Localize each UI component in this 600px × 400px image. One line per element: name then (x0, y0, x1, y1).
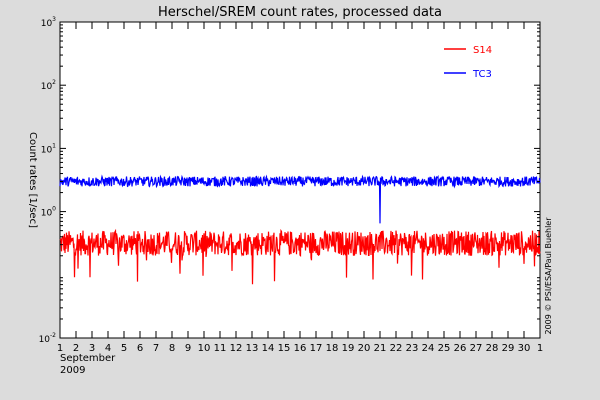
series-line-s14 (59, 228, 541, 285)
x-tick-label: 30 (518, 343, 531, 354)
legend-label-s14: S14 (473, 45, 492, 56)
x-tick-label: 7 (153, 343, 159, 354)
x-tick-label: 21 (374, 343, 387, 354)
y-tick-label: 101 (41, 142, 56, 155)
x-tick-label: 16 (294, 343, 307, 354)
x-tick-label: 26 (454, 343, 467, 354)
y-axis-label: Count rates [1/sec] (27, 132, 38, 228)
y-axis-ticks: 103 102 101 100 10-2 (39, 16, 540, 345)
x-tick-label: 17 (310, 343, 323, 354)
x-tick-label: 19 (342, 343, 355, 354)
x-tick-label: 28 (486, 343, 499, 354)
x-tick-label: 10 (198, 343, 211, 354)
y-tick-label: 100 (41, 206, 56, 219)
x-tick-label: 8 (169, 343, 175, 354)
y-tick-label: 10-2 (39, 332, 57, 345)
x-tick-label: 20 (358, 343, 371, 354)
chart-title: Herschel/SREM count rates, processed dat… (158, 5, 442, 20)
x-tick-label: 6 (137, 343, 143, 354)
x-tick-label: 11 (214, 343, 227, 354)
x-tick-label: 24 (422, 343, 435, 354)
series-line-tc3 (59, 174, 541, 224)
credit-text: 2009 © PSI/ESA/Paul Buehler (544, 217, 553, 335)
x-tick-label: 29 (502, 343, 515, 354)
x-tick-label: 5 (121, 343, 127, 354)
x-tick-label: 15 (278, 343, 291, 354)
x-axis-month-label: September (60, 353, 116, 364)
x-tick-label: 9 (185, 343, 191, 354)
x-axis-ticks: 1 2 3 4 5 6 7 8 9 10 11 12 13 14 15 16 17 18 19 20 21 22 23 24 2… (57, 22, 543, 354)
x-tick-label: 3 (89, 343, 95, 354)
x-tick-label: 1 (57, 343, 63, 354)
y-tick-label: 102 (41, 79, 56, 92)
x-tick-label: 23 (406, 343, 419, 354)
x-tick-label: 14 (262, 343, 275, 354)
x-axis-year-label: 2009 (60, 365, 85, 376)
x-tick-label: 22 (390, 343, 403, 354)
legend: S14 TC3 (444, 45, 492, 80)
x-tick-label: 12 (230, 343, 243, 354)
x-tick-label: 4 (105, 343, 111, 354)
x-tick-label: 25 (438, 343, 451, 354)
x-tick-label: 13 (246, 343, 259, 354)
series-layer (59, 174, 541, 285)
x-tick-label: 1 (537, 343, 543, 354)
legend-label-tc3: TC3 (472, 69, 492, 80)
x-tick-label: 18 (326, 343, 339, 354)
x-tick-label: 2 (73, 343, 79, 354)
y-tick-label: 103 (41, 16, 56, 29)
x-tick-label: 27 (470, 343, 483, 354)
